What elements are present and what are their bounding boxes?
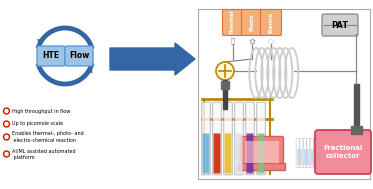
FancyBboxPatch shape: [307, 139, 310, 167]
Text: Flow: Flow: [69, 51, 89, 60]
Bar: [221, 81, 229, 89]
Bar: [297, 149, 299, 165]
FancyBboxPatch shape: [241, 9, 263, 36]
Bar: [311, 149, 313, 165]
FancyBboxPatch shape: [315, 130, 371, 174]
Text: Enables thermal-, photo- and
 electro-chemical reaction: Enables thermal-, photo- and electro-che…: [12, 131, 84, 143]
FancyBboxPatch shape: [260, 9, 282, 36]
Text: HTE: HTE: [43, 51, 60, 60]
Bar: [354, 84, 359, 129]
FancyBboxPatch shape: [203, 133, 210, 174]
FancyBboxPatch shape: [223, 9, 244, 36]
Circle shape: [3, 151, 9, 157]
Bar: [223, 80, 227, 109]
Text: PAT: PAT: [332, 20, 348, 29]
FancyBboxPatch shape: [303, 139, 306, 167]
Text: ✿: ✿: [248, 36, 256, 46]
FancyBboxPatch shape: [213, 102, 221, 175]
FancyBboxPatch shape: [314, 139, 317, 167]
Bar: [245, 141, 279, 163]
FancyBboxPatch shape: [37, 46, 65, 66]
FancyBboxPatch shape: [300, 139, 303, 167]
Circle shape: [5, 122, 8, 125]
Text: Thermal: Thermal: [231, 10, 235, 35]
FancyBboxPatch shape: [296, 139, 300, 167]
FancyBboxPatch shape: [235, 102, 243, 175]
FancyBboxPatch shape: [224, 102, 232, 175]
Bar: [300, 149, 302, 165]
Text: Fractional
collector: Fractional collector: [323, 146, 363, 159]
Circle shape: [3, 108, 9, 114]
FancyBboxPatch shape: [246, 102, 254, 175]
FancyBboxPatch shape: [241, 136, 283, 167]
Text: AI/ML assisted automated
 platform: AI/ML assisted automated platform: [12, 148, 76, 160]
FancyBboxPatch shape: [310, 139, 313, 167]
FancyBboxPatch shape: [225, 133, 232, 174]
FancyBboxPatch shape: [257, 133, 264, 174]
FancyBboxPatch shape: [257, 102, 265, 175]
Circle shape: [3, 134, 9, 140]
Text: High throughput in flow: High throughput in flow: [12, 108, 70, 114]
FancyBboxPatch shape: [238, 163, 285, 170]
Text: Up to picomole scale: Up to picomole scale: [12, 122, 63, 126]
Text: Photo: Photo: [250, 14, 254, 31]
Text: Electro: Electro: [269, 12, 273, 33]
FancyBboxPatch shape: [202, 102, 210, 175]
Text: ⛰: ⛰: [231, 38, 235, 44]
Bar: [307, 149, 309, 165]
FancyBboxPatch shape: [322, 14, 358, 36]
Circle shape: [5, 136, 8, 139]
FancyBboxPatch shape: [247, 133, 254, 174]
Circle shape: [5, 109, 8, 112]
Circle shape: [5, 153, 8, 156]
Circle shape: [3, 121, 9, 127]
FancyBboxPatch shape: [213, 133, 220, 174]
FancyBboxPatch shape: [235, 133, 242, 174]
Bar: [304, 149, 306, 165]
FancyArrow shape: [110, 43, 195, 75]
FancyBboxPatch shape: [65, 46, 93, 66]
Bar: [198, 9, 370, 179]
Bar: [314, 149, 316, 165]
Text: ⬡: ⬡: [268, 38, 274, 44]
Circle shape: [216, 62, 234, 80]
Bar: [351, 126, 362, 134]
